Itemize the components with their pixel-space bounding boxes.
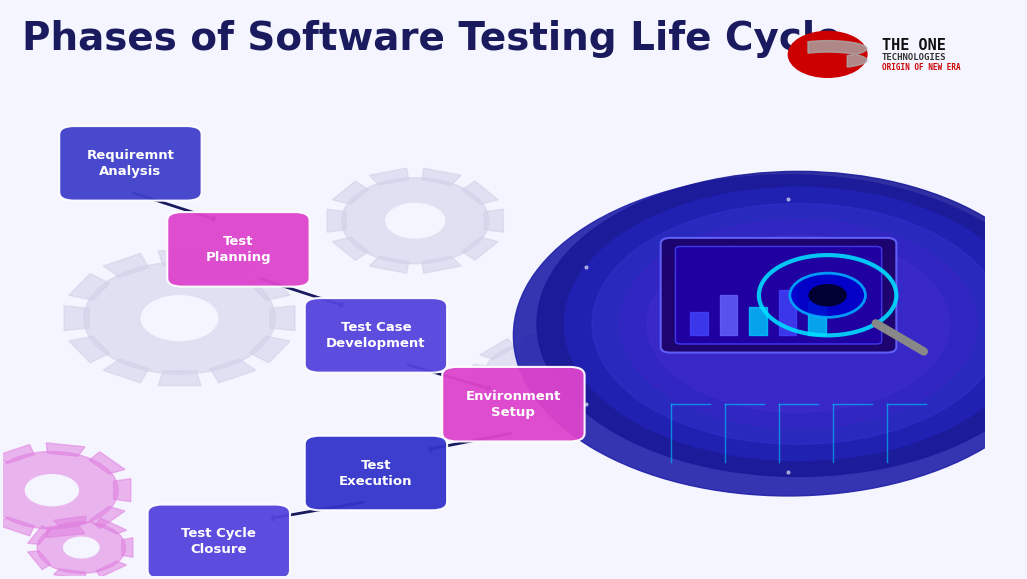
Text: Environment
Setup: Environment Setup [465, 390, 561, 419]
Circle shape [386, 203, 445, 238]
Polygon shape [422, 168, 461, 185]
Polygon shape [69, 336, 110, 362]
Polygon shape [327, 209, 346, 232]
Text: Phases of Software Testing Life Cycle: Phases of Software Testing Life Cycle [23, 20, 842, 58]
Polygon shape [570, 339, 606, 360]
Text: ORIGIN OF NEW ERA: ORIGIN OF NEW ERA [881, 63, 960, 71]
Polygon shape [808, 41, 867, 67]
Polygon shape [250, 336, 291, 362]
Polygon shape [0, 517, 34, 536]
Polygon shape [0, 445, 34, 463]
Polygon shape [480, 391, 516, 412]
Polygon shape [89, 452, 125, 474]
Circle shape [84, 262, 275, 374]
Text: Test
Planning: Test Planning [205, 235, 271, 264]
FancyBboxPatch shape [60, 126, 201, 200]
Polygon shape [598, 364, 612, 387]
FancyBboxPatch shape [660, 238, 897, 353]
Circle shape [342, 178, 489, 263]
Text: Test
Execution: Test Execution [339, 459, 413, 488]
Bar [808, 301, 826, 335]
Polygon shape [97, 561, 126, 577]
Circle shape [537, 171, 1027, 477]
Circle shape [64, 537, 99, 558]
Polygon shape [121, 538, 132, 558]
Polygon shape [46, 524, 85, 537]
Polygon shape [211, 254, 256, 277]
Polygon shape [97, 518, 126, 534]
Polygon shape [64, 306, 89, 331]
Polygon shape [53, 569, 86, 579]
Circle shape [142, 296, 218, 340]
Polygon shape [28, 551, 50, 569]
Polygon shape [270, 306, 295, 331]
Polygon shape [114, 479, 130, 501]
Polygon shape [211, 359, 256, 383]
Circle shape [592, 203, 1004, 444]
Polygon shape [570, 391, 606, 412]
FancyBboxPatch shape [305, 436, 447, 510]
Polygon shape [333, 181, 369, 204]
Polygon shape [333, 237, 369, 260]
Polygon shape [370, 256, 409, 273]
Polygon shape [158, 371, 201, 386]
Bar [690, 313, 708, 335]
FancyBboxPatch shape [167, 212, 309, 287]
Polygon shape [523, 335, 563, 344]
Text: Test Cycle
Closure: Test Cycle Closure [182, 527, 257, 556]
Polygon shape [69, 274, 110, 301]
Bar [778, 290, 796, 335]
Polygon shape [473, 364, 489, 387]
Circle shape [565, 188, 1027, 460]
Circle shape [484, 341, 602, 410]
Bar [720, 295, 737, 335]
FancyBboxPatch shape [443, 367, 584, 441]
Polygon shape [462, 237, 498, 260]
Text: TECHNOLOGIES: TECHNOLOGIES [881, 53, 946, 62]
Polygon shape [523, 407, 563, 416]
Circle shape [520, 362, 567, 389]
Polygon shape [104, 254, 149, 277]
Text: THE ONE: THE ONE [881, 38, 946, 53]
Circle shape [808, 284, 847, 306]
Text: Requiremnt
Analysis: Requiremnt Analysis [86, 149, 175, 178]
Polygon shape [480, 339, 516, 360]
Circle shape [26, 475, 78, 505]
FancyBboxPatch shape [148, 504, 290, 579]
Bar [749, 307, 767, 335]
Circle shape [790, 273, 866, 317]
Polygon shape [158, 251, 201, 265]
Text: Test Case
Development: Test Case Development [327, 321, 425, 350]
Polygon shape [28, 526, 50, 544]
Polygon shape [484, 209, 503, 232]
Polygon shape [53, 516, 86, 526]
Circle shape [0, 452, 118, 529]
Polygon shape [89, 507, 125, 529]
Polygon shape [104, 359, 149, 383]
Circle shape [647, 236, 949, 412]
Polygon shape [250, 274, 291, 301]
Polygon shape [46, 443, 85, 456]
FancyBboxPatch shape [305, 298, 447, 373]
Polygon shape [462, 181, 498, 204]
Circle shape [37, 522, 125, 573]
Circle shape [789, 31, 867, 78]
Polygon shape [422, 256, 461, 273]
FancyBboxPatch shape [676, 247, 881, 344]
Circle shape [514, 175, 1027, 496]
Circle shape [619, 219, 977, 428]
Polygon shape [370, 168, 409, 185]
